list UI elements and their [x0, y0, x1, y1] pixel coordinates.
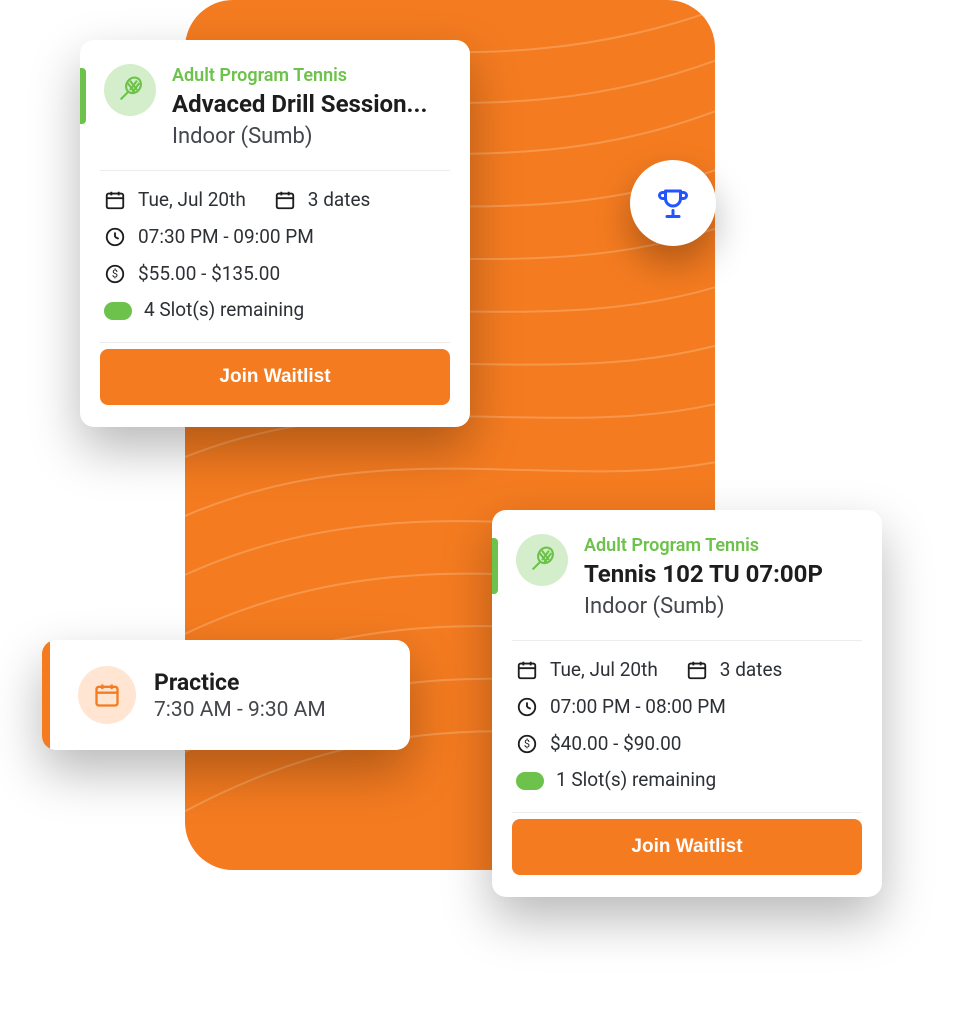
- svg-text:$: $: [524, 738, 530, 751]
- program-subtitle: Indoor (Sumb): [172, 123, 446, 152]
- program-card[interactable]: Adult Program Tennis Advaced Drill Sessi…: [80, 40, 470, 427]
- availability-indicator-icon: [516, 772, 544, 790]
- calendar-multi-icon: [274, 189, 296, 211]
- practice-time: 7:30 AM - 9:30 AM: [154, 698, 326, 722]
- slots-text: 4 Slot(s) remaining: [144, 299, 304, 322]
- program-category: Adult Program Tennis: [172, 64, 446, 87]
- divider: [100, 342, 450, 343]
- tennis-racket-icon: [104, 64, 156, 116]
- card-accent: [492, 538, 498, 594]
- price-text: $55.00 - $135.00: [138, 263, 280, 286]
- card-accent: [80, 68, 86, 124]
- meta-time: 07:30 PM - 09:00 PM: [104, 226, 314, 249]
- program-title: Tennis 102 TU 07:00P: [584, 559, 858, 589]
- calendar-icon: [104, 189, 126, 211]
- meta-date: Tue, Jul 20th: [516, 659, 658, 682]
- join-waitlist-button[interactable]: Join Waitlist: [512, 819, 862, 875]
- meta-date: Tue, Jul 20th: [104, 189, 246, 212]
- price-icon: $: [104, 263, 126, 285]
- meta-slots: 1 Slot(s) remaining: [516, 769, 716, 792]
- slots-text: 1 Slot(s) remaining: [556, 769, 716, 792]
- calendar-multi-icon: [686, 659, 708, 681]
- time-text: 07:30 PM - 09:00 PM: [138, 226, 314, 249]
- practice-title: Practice: [154, 669, 326, 696]
- tennis-racket-icon: [516, 534, 568, 586]
- card-header: Adult Program Tennis Tennis 102 TU 07:00…: [492, 510, 882, 640]
- meta-price: $ $55.00 - $135.00: [104, 263, 280, 286]
- card-header: Adult Program Tennis Advaced Drill Sessi…: [80, 40, 470, 170]
- dates-count-text: 3 dates: [720, 659, 783, 682]
- meta-dates-count: 3 dates: [274, 189, 371, 212]
- trophy-badge[interactable]: [630, 160, 716, 246]
- availability-indicator-icon: [104, 302, 132, 320]
- join-waitlist-button[interactable]: Join Waitlist: [100, 349, 450, 405]
- calendar-icon: [78, 666, 136, 724]
- meta-dates-count: 3 dates: [686, 659, 783, 682]
- price-text: $40.00 - $90.00: [550, 733, 681, 756]
- price-icon: $: [516, 733, 538, 755]
- clock-icon: [104, 226, 126, 248]
- trophy-icon: [655, 185, 691, 221]
- date-text: Tue, Jul 20th: [138, 189, 246, 212]
- date-text: Tue, Jul 20th: [550, 659, 658, 682]
- meta-time: 07:00 PM - 08:00 PM: [516, 696, 726, 719]
- clock-icon: [516, 696, 538, 718]
- program-category: Adult Program Tennis: [584, 534, 858, 557]
- meta-slots: 4 Slot(s) remaining: [104, 299, 304, 322]
- card-meta: Tue, Jul 20th 3 dates 07:30 PM - 09:00 P…: [80, 171, 470, 342]
- time-text: 07:00 PM - 08:00 PM: [550, 696, 726, 719]
- svg-text:$: $: [112, 268, 118, 281]
- program-subtitle: Indoor (Sumb): [584, 593, 858, 622]
- card-meta: Tue, Jul 20th 3 dates 07:00 PM - 08:00 P…: [492, 641, 882, 812]
- calendar-icon: [516, 659, 538, 681]
- program-title: Advaced Drill Session...: [172, 89, 446, 119]
- divider: [512, 812, 862, 813]
- card-accent: [42, 640, 50, 750]
- dates-count-text: 3 dates: [308, 189, 371, 212]
- program-card[interactable]: Adult Program Tennis Tennis 102 TU 07:00…: [492, 510, 882, 897]
- practice-card[interactable]: Practice 7:30 AM - 9:30 AM: [42, 640, 410, 750]
- meta-price: $ $40.00 - $90.00: [516, 733, 681, 756]
